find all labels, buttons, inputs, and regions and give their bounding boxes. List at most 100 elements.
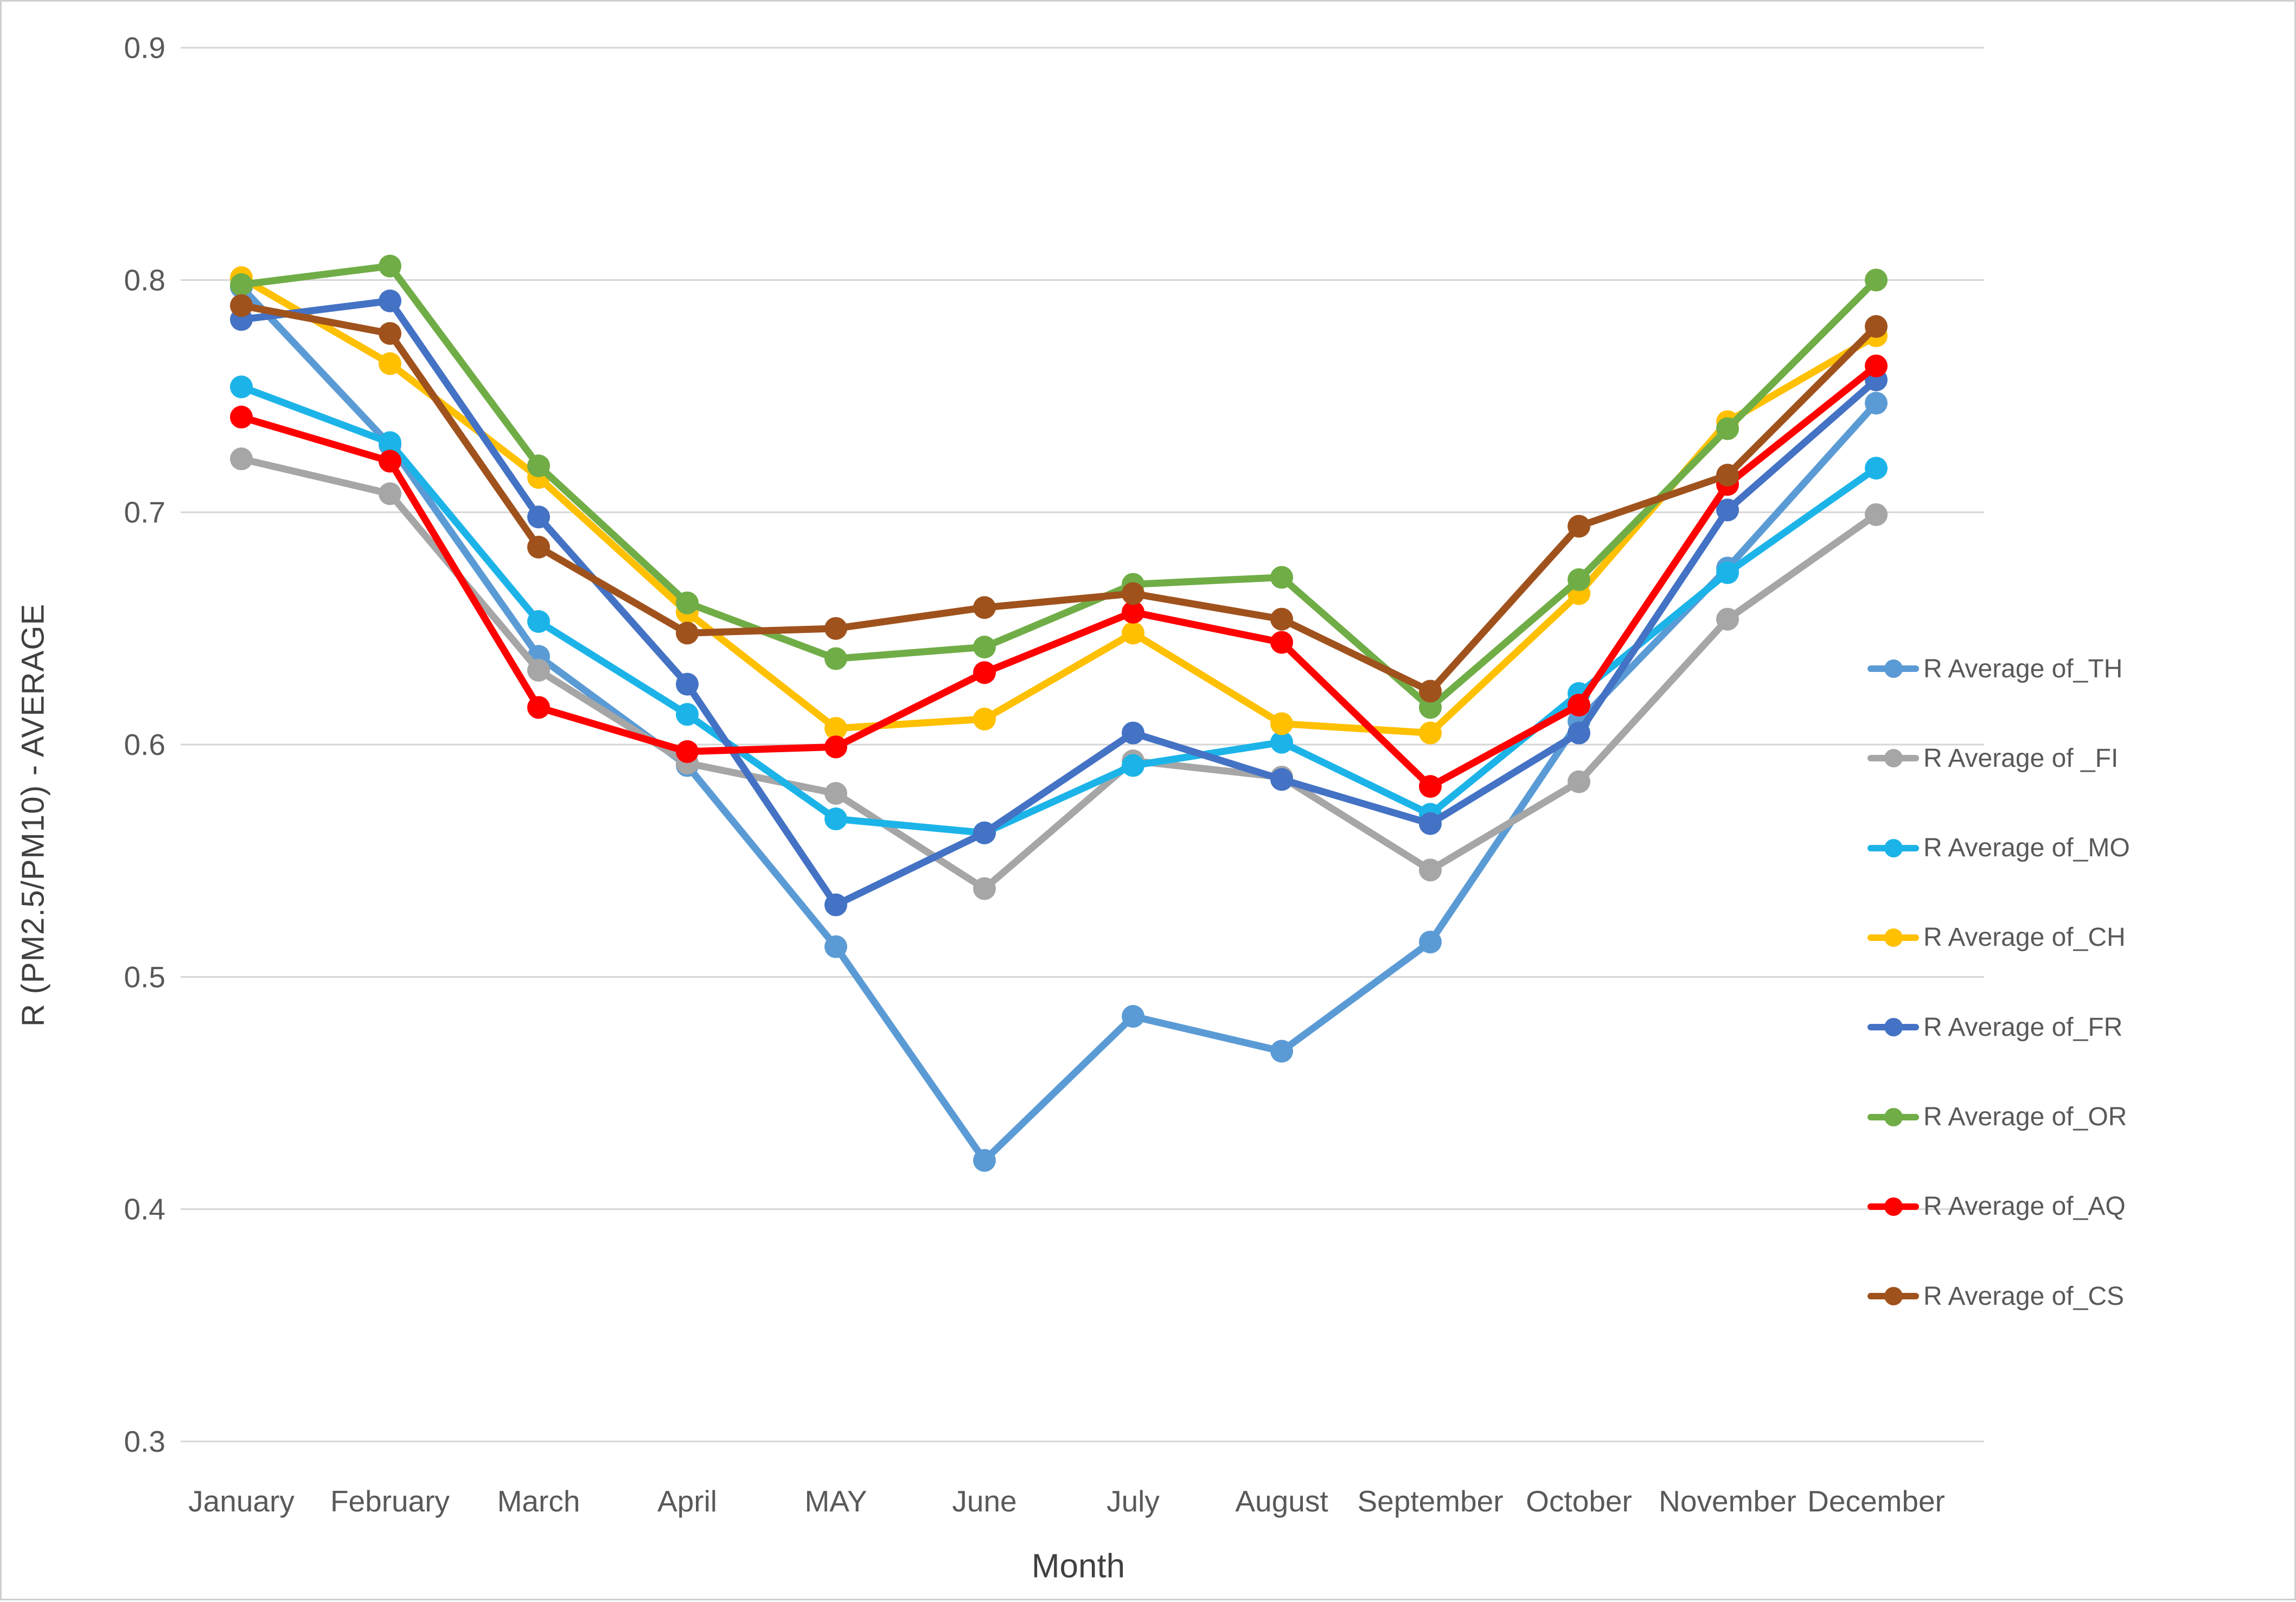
series-marker[interactable] [1419, 812, 1442, 835]
series-marker[interactable] [527, 610, 550, 633]
series-marker[interactable] [1419, 696, 1442, 719]
series-marker[interactable] [1270, 768, 1293, 791]
series-line[interactable] [238, 455, 1880, 893]
series-marker[interactable] [1122, 721, 1144, 745]
series-marker[interactable] [379, 482, 401, 505]
series-marker[interactable] [824, 647, 847, 670]
series-marker[interactable] [973, 661, 996, 684]
series-marker[interactable] [379, 289, 401, 312]
series-marker[interactable] [230, 447, 253, 471]
series-line[interactable] [238, 262, 1880, 711]
series-marker[interactable] [1270, 730, 1293, 754]
series-marker[interactable] [1716, 417, 1739, 440]
series-marker[interactable] [1122, 582, 1144, 605]
series-marker[interactable] [1270, 566, 1293, 589]
series-marker[interactable] [379, 352, 401, 375]
legend-item[interactable]: R Average of_OR [1868, 1101, 2127, 1133]
series-marker[interactable] [1716, 561, 1739, 585]
series-marker[interactable] [1122, 754, 1144, 777]
series-marker[interactable] [973, 636, 996, 659]
series-marker[interactable] [676, 621, 699, 645]
legend-item-label: R Average of_MO [1923, 834, 2130, 863]
series-marker[interactable] [1270, 631, 1293, 654]
series-line[interactable] [238, 297, 1880, 909]
series-marker[interactable] [1270, 712, 1293, 735]
series-marker[interactable] [973, 596, 996, 619]
series-marker[interactable] [676, 703, 699, 726]
series-marker[interactable] [824, 781, 847, 805]
series-marker[interactable] [1568, 770, 1590, 793]
series-marker[interactable] [824, 893, 847, 917]
series-marker[interactable] [824, 808, 847, 831]
series-marker[interactable] [973, 1149, 996, 1172]
series-marker[interactable] [1568, 694, 1590, 717]
series-marker[interactable] [1568, 568, 1590, 591]
series-marker[interactable] [1568, 721, 1590, 745]
series-marker[interactable] [379, 450, 401, 473]
series-marker[interactable] [1419, 721, 1442, 745]
series-marker[interactable] [527, 505, 550, 529]
series-marker[interactable] [676, 591, 699, 614]
legend-item[interactable]: R Average of_CS [1868, 1280, 2124, 1312]
legend-item[interactable]: R Average of_MO [1868, 832, 2130, 864]
legend-marker-icon [1868, 1287, 1919, 1306]
series-marker[interactable] [379, 322, 401, 345]
series-marker[interactable] [1122, 621, 1144, 645]
y-tick-label: 0.4 [124, 1193, 165, 1226]
series-marker[interactable] [1865, 268, 1888, 292]
legend-item[interactable]: R Average of_TH [1868, 652, 2122, 685]
series-line[interactable] [238, 274, 1880, 737]
series-marker[interactable] [527, 454, 550, 477]
series-marker[interactable] [1865, 392, 1888, 415]
legend-item[interactable]: R Average of_CH [1868, 921, 2126, 954]
legend-dot-icon [1884, 1287, 1903, 1306]
series-marker[interactable] [230, 375, 253, 399]
series-marker[interactable] [1865, 354, 1888, 377]
legend-marker-icon [1868, 749, 1919, 768]
series-marker[interactable] [1270, 607, 1293, 631]
series-marker[interactable] [1865, 315, 1888, 338]
series-marker[interactable] [1716, 464, 1739, 487]
series-line[interactable] [238, 302, 1880, 695]
series-marker[interactable] [379, 431, 401, 454]
legend-item[interactable]: R Average of_FR [1868, 1011, 2122, 1043]
series-marker[interactable] [973, 821, 996, 844]
series-marker[interactable] [824, 717, 847, 740]
series-marker[interactable] [1419, 680, 1442, 703]
series-marker[interactable] [973, 877, 996, 900]
series-marker[interactable] [1122, 1005, 1144, 1028]
series-marker[interactable] [527, 696, 550, 719]
series-marker[interactable] [824, 735, 847, 759]
series-marker[interactable] [1865, 503, 1888, 526]
series-marker[interactable] [676, 672, 699, 696]
legend-item[interactable]: R Average of _FI [1868, 742, 2118, 774]
series-marker[interactable] [1270, 1040, 1293, 1063]
series-marker[interactable] [379, 254, 401, 278]
series-marker[interactable] [676, 740, 699, 763]
legend-item[interactable]: R Average of_AQ [1868, 1190, 2126, 1223]
series-marker[interactable] [230, 273, 253, 296]
series-marker[interactable] [527, 658, 550, 682]
series-marker[interactable] [1716, 607, 1739, 631]
legend-dot-icon [1884, 659, 1903, 678]
legend-dot-icon [1884, 1197, 1903, 1216]
series-marker[interactable] [527, 535, 550, 559]
x-tick-label: July [1107, 1484, 1160, 1518]
series-marker[interactable] [824, 935, 847, 958]
series-marker[interactable] [1419, 931, 1442, 954]
legend-dot-icon [1884, 838, 1903, 857]
series-marker[interactable] [1122, 600, 1144, 624]
series-marker[interactable] [1568, 515, 1590, 538]
series-marker[interactable] [824, 617, 847, 640]
series-marker[interactable] [230, 406, 253, 429]
series-marker[interactable] [1865, 457, 1888, 480]
series-marker[interactable] [230, 294, 253, 317]
series-marker[interactable] [973, 707, 996, 730]
series-marker[interactable] [1419, 858, 1442, 882]
series-line[interactable] [238, 362, 1880, 790]
legend-item-label: R Average of_FR [1923, 1013, 2123, 1042]
series-marker[interactable] [1419, 775, 1442, 798]
x-tick-label: January [188, 1484, 295, 1518]
series-marker[interactable] [1716, 498, 1739, 522]
